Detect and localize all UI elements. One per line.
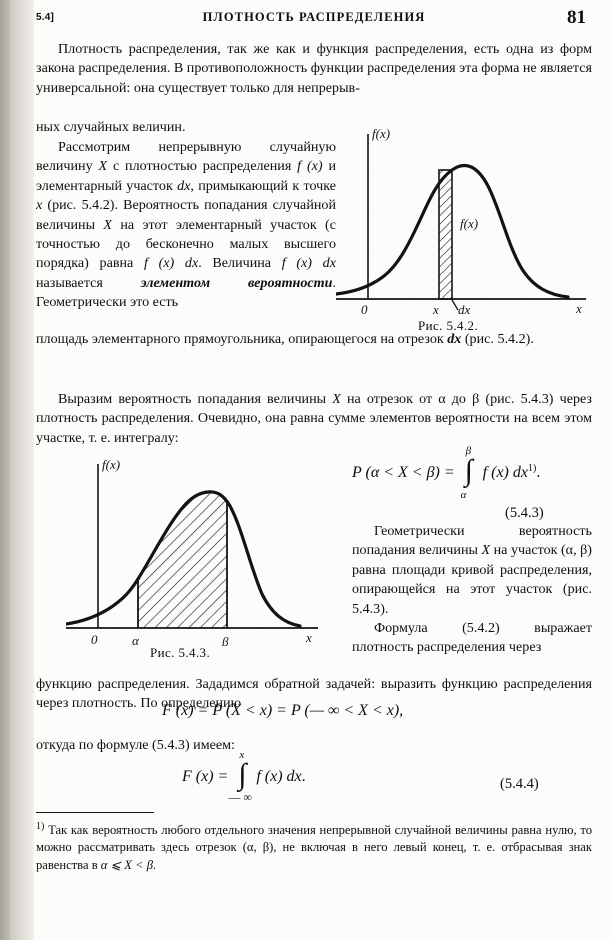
- formula-5-4-4-number: (5.4.4): [500, 776, 539, 792]
- figure-5-4-3: f(x) 0 α β x: [66, 457, 318, 646]
- formula-5-4-3: P (α < X < β) = β ∫ α f (x) dx1).: [352, 445, 541, 501]
- paragraph-4: Выразим вероятность попадания величины X…: [36, 390, 592, 448]
- p2-expr-fdx: f (x) dx: [143, 255, 199, 272]
- fig1-tick-label-dx: dx: [458, 302, 471, 314]
- p2-var-x: x: [36, 197, 43, 214]
- formula-distribution-definition: F (x) = P (X < x) = P (— ∞ < X < x),: [162, 702, 403, 720]
- fig1-elementary-strip: [439, 170, 452, 299]
- p2-seg-a: Рассмотрим непрерывную случайную величин…: [36, 139, 336, 175]
- p2-var-X2: X: [103, 216, 112, 233]
- p2-emphasis: элементом вероятности: [140, 274, 333, 291]
- p4-var-X: X: [332, 391, 341, 407]
- p2-seg-c: и элементарный участок: [36, 158, 336, 194]
- p3-seg-b: (рис. 5.4.2).: [461, 331, 534, 347]
- figure-5-4-2: f(x) 0 x dx x f(x): [336, 126, 586, 314]
- paragraph-1-tail: ных случайных величин.: [36, 118, 336, 137]
- integral-glyph-2: ∫: [238, 758, 247, 791]
- scan-gutter-edge: [0, 0, 10, 940]
- fig1-origin-label: 0: [361, 302, 368, 314]
- p2-expr-fdx2: f (x) dx: [281, 255, 336, 272]
- integral-lower-limit: α: [460, 489, 467, 501]
- fig1-strip-outline: [438, 169, 453, 300]
- section-marker: 5.4]: [36, 12, 55, 23]
- fig2-y-axis-label: f(x): [102, 457, 120, 472]
- footnote-inequality: α ⩽ X < β: [100, 857, 154, 872]
- footnote-rule: [36, 812, 154, 813]
- fig1-density-curve: [336, 164, 570, 299]
- formula-5-4-4-integrand: f (x) dx: [256, 768, 302, 786]
- fig1-curve-label: f(x): [460, 216, 478, 231]
- p2-func-f: f (x): [297, 158, 323, 175]
- page-number: 81: [567, 7, 586, 28]
- integral-lower-limit-2: — ∞: [228, 790, 252, 804]
- fig2-x-axis-label: x: [305, 630, 312, 645]
- p2-seg-d: , примыкающий к точке: [190, 177, 336, 194]
- integral-glyph: ∫: [464, 454, 473, 487]
- formula-5-4-4-period: .: [301, 768, 306, 786]
- page-title: ПЛОТНОСТЬ РАСПРЕДЕЛЕНИЯ: [202, 10, 426, 24]
- formula-5-4-3-lhs: P (α < X < β) =: [352, 464, 455, 482]
- fig1-tick-label-x: x: [432, 302, 439, 314]
- formula-distribution-definition-text: F (x) = P (X < x) = P (— ∞ < X < x),: [162, 702, 404, 719]
- figure-5-4-2-caption: Рис. 5.4.2.: [418, 318, 479, 333]
- p4-seg-a: Выразим вероятность попадания величины: [58, 391, 333, 407]
- fig2-tick-label-alpha: α: [132, 633, 140, 646]
- p5-seg-a: Геометрически вероятность попадания вели…: [352, 523, 592, 559]
- footnote: 1) Так как вероятность любого отдельного…: [36, 818, 592, 874]
- p2-seg-b: с плотностью распределения: [107, 158, 298, 175]
- paragraph-6-text: функцию распределения. Зададимся обратно…: [36, 676, 592, 712]
- fig2-origin-label: 0: [91, 632, 98, 646]
- paragraph-1-text: Плотность распределения, так же как и фу…: [36, 41, 593, 96]
- fig2-density-curve: [66, 490, 302, 628]
- paragraph-7: откуда по формуле (5.4.3) имеем:: [36, 736, 592, 755]
- paragraph-7-text: откуда по формуле (5.4.3) имеем:: [36, 737, 235, 753]
- paragraph-5: Геометрически вероятность попадания вели…: [352, 522, 592, 658]
- paragraph-3: площадь элементарного прямоугольника, оп…: [36, 330, 592, 349]
- integral-upper-limit: β: [465, 445, 472, 457]
- formula-5-4-4-lhs: F (x) =: [182, 768, 229, 786]
- integral-upper-limit-2: x: [239, 749, 245, 761]
- fig1-x-axis-label: x: [575, 301, 582, 314]
- p2-var-X: X: [98, 158, 108, 175]
- formula-5-4-3-period: .: [536, 464, 541, 482]
- running-head: 5.4] ПЛОТНОСТЬ РАСПРЕДЕЛЕНИЯ 81: [36, 7, 592, 28]
- p2-seg-f: на этот элементарный участок (с точность…: [36, 216, 336, 272]
- formula-5-4-4: F (x) = x ∫ — ∞ f (x) dx.: [182, 749, 306, 804]
- p2-var-dx: dx: [177, 177, 191, 194]
- p2-seg-h: называется: [36, 274, 141, 291]
- fig1-dx-leader: [451, 299, 459, 311]
- footnote-marker: 1): [36, 821, 45, 832]
- paragraph-1: Плотность распределения, так же как и фу…: [36, 40, 592, 98]
- paragraph-1-tail-text: ных случайных величин.: [36, 119, 186, 135]
- p5-var-X: X: [481, 542, 491, 559]
- p3-var-dx: dx: [447, 331, 462, 347]
- fig2-probability-area: [138, 491, 227, 628]
- p2-seg-e: (рис. 5.4.2). Вероятность попадания случ…: [36, 197, 336, 233]
- footnote-ref: 1): [527, 462, 537, 474]
- p2-seg-i: . Геометрически это есть: [36, 274, 336, 311]
- paragraph-2: Рассмотрим непрерывную случайную величин…: [36, 138, 336, 313]
- formula-5-4-3-integrand: f (x) dx: [482, 464, 528, 482]
- formula-5-4-3-number: (5.4.3): [505, 505, 544, 521]
- integral-sign-2: x ∫ — ∞: [228, 749, 252, 804]
- footnote-text: Так как вероятность любого отдельного зн…: [36, 823, 592, 872]
- integral-sign-1: β ∫ α: [459, 445, 479, 501]
- fig1-y-axis-label: f(x): [372, 126, 390, 141]
- footnote-period: .: [153, 857, 157, 872]
- paragraph-6: функцию распределения. Зададимся обратно…: [36, 675, 592, 714]
- fig2-tick-label-beta: β: [221, 634, 229, 646]
- p2-seg-g: . Величина: [198, 255, 282, 272]
- figure-5-4-3-caption: Рис. 5.4.3.: [150, 645, 211, 660]
- p5-seg-c: Формула (5.4.2) выражает плотность распр…: [352, 620, 592, 656]
- p3-seg-a: площадь элементарного прямоугольника, оп…: [36, 331, 448, 347]
- p4-seg-b: на отрезок от α до β (рис. 5.4.3) через …: [36, 391, 592, 446]
- p5-seg-b: на участок (α, β) равна площади кривой р…: [352, 542, 592, 617]
